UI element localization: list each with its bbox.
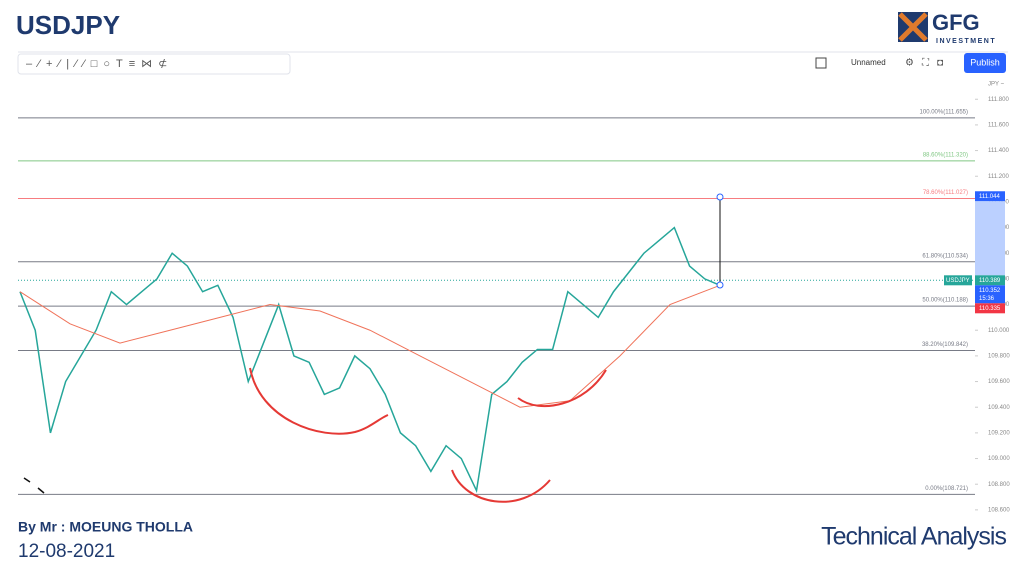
- plot: 108.600 108.800 109.000 109.200 109.400 109.6…: [18, 97, 1010, 513]
- annotation-arc: [517, 369, 607, 407]
- y-tick-label: 110.000: [988, 328, 1010, 334]
- dash-mark: [23, 477, 45, 494]
- fib-label: 50.00%(110.188): [922, 298, 968, 304]
- fib-label: 0.00%(108.721): [925, 486, 968, 492]
- price-value: 110.335: [979, 306, 1001, 312]
- currency: JPY ~: [988, 82, 1005, 88]
- fib-label: 38.20%(109.842): [922, 342, 968, 348]
- y-tick-label: 109.000: [988, 456, 1010, 462]
- price-tag: [975, 275, 1005, 286]
- y-tick-label: 109.600: [988, 379, 1010, 385]
- y-tick-label: 108.800: [988, 482, 1010, 488]
- logo-text: GFG: [932, 10, 980, 35]
- price-value: 110.352: [979, 288, 1001, 294]
- countdown: 15:36: [979, 296, 995, 302]
- fib-label: 88.60%(111.320): [923, 152, 968, 158]
- logo-cross: [898, 12, 928, 42]
- fib-label: 61.80%(110.534): [922, 253, 968, 259]
- price-tag: [975, 303, 1005, 314]
- price-value: 110.389: [979, 278, 1001, 284]
- y-tick-label: 109.400: [988, 405, 1010, 411]
- annotation-arc: [249, 367, 389, 435]
- range-shade: [975, 201, 1005, 276]
- y-tick-label: 109.200: [988, 430, 1010, 436]
- target-value: 111.044: [979, 194, 1000, 200]
- date: 12-08-2021: [18, 541, 115, 562]
- target-tag: [975, 191, 1005, 202]
- y-tick-label: 109.800: [988, 353, 1010, 359]
- logo-sub: INVESTMENT: [936, 38, 996, 45]
- layout-name[interactable]: Unnamed: [851, 58, 886, 67]
- tool-icons: –⁄+⁄|⁄⁄□○T≡⋈⊄: [26, 58, 173, 70]
- y-tick-label: 111.400: [988, 148, 1009, 154]
- fib-label: 78.60%(111.027): [923, 190, 968, 196]
- caption: Technical Analysis: [821, 523, 1006, 551]
- checkbox[interactable]: [815, 57, 827, 69]
- publish-button[interactable]: [964, 53, 1006, 73]
- fib-label: 100.00%(111.655): [920, 109, 968, 115]
- price-tag: [975, 285, 1005, 304]
- moving-average: [19, 284, 721, 408]
- y-tick-label: 111.800: [988, 97, 1009, 103]
- title: USDJPY: [16, 10, 120, 40]
- y-tick-label: 108.600: [988, 507, 1010, 513]
- toolbar-icons[interactable]: ⚙⛶◘: [905, 58, 951, 69]
- drawing-toolbar[interactable]: [17, 53, 291, 75]
- arrow-handle[interactable]: [716, 193, 724, 201]
- y-tick-label: 111.600: [988, 122, 1009, 128]
- price-line: [19, 226, 721, 494]
- symbol-label: USDJPY: [946, 278, 970, 284]
- annotation-arc: [451, 469, 551, 503]
- arrow-handle[interactable]: [716, 281, 724, 289]
- publish-label[interactable]: Publish: [970, 57, 1000, 67]
- author: By Mr : MOEUNG THOLLA: [18, 519, 193, 535]
- logo: GFG INVESTMENT: [898, 10, 996, 45]
- y-tick-label: 111.200: [988, 174, 1009, 180]
